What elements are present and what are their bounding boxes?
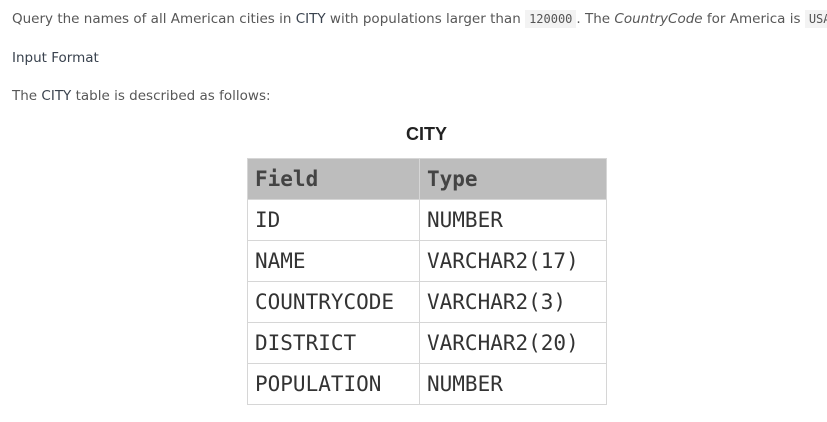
problem-statement: Query the names of all American cities i… (12, 10, 827, 28)
table-row: NAME VARCHAR2(17) (247, 240, 607, 282)
description: The CITY table is described as follows: (12, 88, 271, 104)
text: . The (576, 11, 615, 27)
text: The (12, 88, 42, 104)
table-cell: VARCHAR2(17) (419, 240, 607, 282)
table-cell: VARCHAR2(3) (419, 281, 607, 323)
table-cell: VARCHAR2(20) (419, 322, 607, 364)
section-heading: Input Format (12, 50, 99, 66)
schema-table: Field Type ID NUMBER NAME VARCHAR2(17) COUNT… (247, 158, 607, 405)
table-row: POPULATION NUMBER (247, 363, 607, 405)
emphasis: CountryCode (614, 11, 703, 27)
table-cell: DISTRICT (247, 322, 420, 364)
text: table is described as follows: (71, 88, 271, 104)
table-cell: ID (247, 199, 420, 241)
table-cell: POPULATION (247, 363, 420, 405)
table-row: ID NUMBER (247, 199, 607, 241)
table-row: DISTRICT VARCHAR2(20) (247, 322, 607, 364)
table-cell: NUMBER (419, 199, 607, 241)
header-cell: Type (419, 158, 607, 200)
table-cell: COUNTRYCODE (247, 281, 420, 323)
table-body: ID NUMBER NAME VARCHAR2(17) COUNTRYCODE VARCH… (247, 199, 607, 405)
table-name: CITY (295, 11, 326, 27)
table-title: CITY (405, 124, 447, 144)
table-cell: NAME (247, 240, 420, 282)
header-row: Field Type (247, 158, 607, 200)
table-row: COUNTRYCODE VARCHAR2(3) (247, 281, 607, 323)
inline-code: 120000 (525, 10, 577, 28)
table-cell: NUMBER (419, 363, 607, 405)
text: for America is (702, 11, 805, 27)
text: Query the names of all American cities i… (12, 11, 296, 27)
inline-code: USA (804, 10, 827, 28)
table-name: CITY (41, 88, 72, 104)
header-cell: Field (247, 158, 420, 200)
text: with populations larger than (325, 11, 526, 27)
